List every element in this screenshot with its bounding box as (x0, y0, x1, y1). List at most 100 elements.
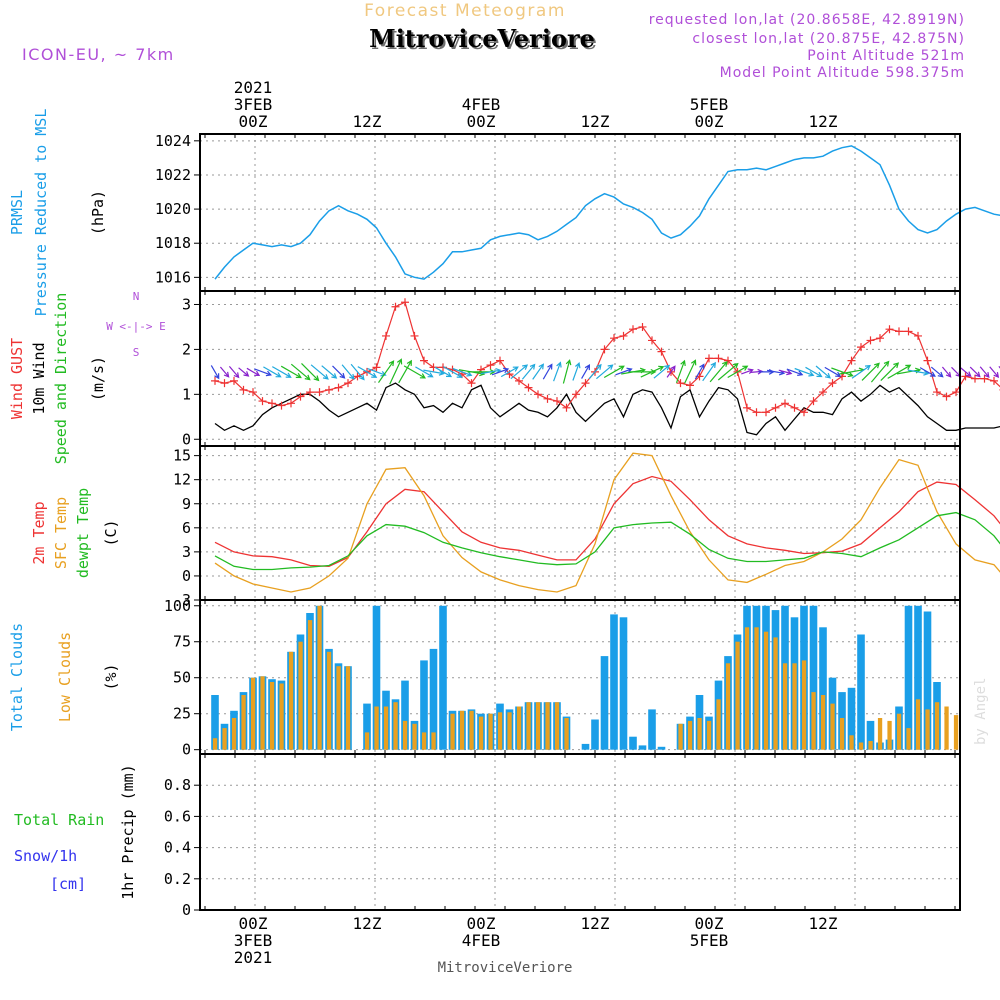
top-time-label: 00Z (695, 112, 724, 131)
wind-direction-arrow (452, 367, 473, 377)
total-cloud-bar (866, 720, 875, 750)
gust-marker (752, 408, 761, 417)
gust-marker (467, 379, 476, 388)
total-cloud-bar (363, 703, 371, 750)
top-time-label: 12Z (581, 112, 610, 131)
gust-marker (942, 392, 951, 401)
low-cloud-bar (231, 718, 237, 750)
low-cloud-bar (545, 702, 550, 750)
wind-direction-arrow (727, 365, 749, 379)
wind-direction-arrow (246, 367, 261, 377)
gust-marker (714, 354, 723, 363)
total-cloud-bar (439, 605, 447, 750)
wind-direction-arrow (786, 368, 804, 376)
gust-marker (629, 325, 637, 334)
total-cloud-bar (401, 680, 409, 750)
wind-direction-arrow (824, 366, 842, 377)
bottom-time-label: 3FEB (234, 931, 273, 950)
y-tick-label: 0 (182, 430, 191, 448)
gust-marker (344, 379, 352, 388)
low-cloud-bar (241, 695, 246, 750)
gust-marker (610, 334, 618, 343)
wind-direction-arrow (290, 363, 311, 381)
wind-direction-arrow (367, 368, 387, 377)
gust-marker (885, 325, 894, 334)
low-cloud-bar (298, 641, 303, 750)
top-time-label: 3FEB (234, 95, 273, 114)
wind-direction-arrow (423, 369, 445, 376)
model-name: ICON-EU, ~ 7km (22, 45, 175, 64)
y-tick-label: 0 (182, 741, 191, 759)
low-cloud-bar (535, 702, 541, 750)
page-title: MitroviceVeriore (369, 24, 595, 53)
low-cloud-bar (953, 715, 959, 750)
total-cloud-bar (847, 687, 856, 750)
top-time-label: 00Z (239, 112, 268, 131)
low-cloud-bar (326, 651, 332, 750)
wind-direction-arrow (415, 366, 434, 378)
gust-marker (239, 385, 248, 394)
point-altitude: Point Altitude 521m (807, 48, 965, 64)
rain-label: Total Rain (14, 811, 104, 829)
low-cloud-bar (488, 713, 493, 750)
wind-direction-arrow (741, 368, 754, 375)
total-cloud-bar (591, 719, 599, 750)
gust-marker (553, 397, 561, 406)
total-cloud-bar (581, 743, 590, 750)
low-cloud-bar (782, 663, 788, 750)
gust-marker (334, 383, 343, 392)
gust-marker (790, 403, 799, 412)
low-cloud-bar (725, 663, 731, 750)
gust-marker (315, 388, 324, 397)
total-cloud-bar (904, 605, 913, 750)
total-cloud-bar (600, 656, 609, 750)
pressure-unit-label: (hPa) (89, 190, 107, 235)
temp-2m-label: 2m Temp (30, 501, 48, 564)
gust-marker (353, 372, 362, 381)
low-cloud-bar (925, 709, 930, 750)
wind-direction-arrow (301, 362, 320, 382)
gust-marker (686, 381, 694, 390)
low-cloud-bar (877, 718, 883, 750)
y-tick-label: 1024 (155, 132, 191, 150)
bottom-time-label: 2021 (234, 948, 273, 967)
bottom-time-label: 5FEB (690, 931, 729, 950)
gust-marker (771, 403, 780, 412)
wind-unit-label: (m/s) (89, 356, 107, 401)
y-tick-label: 3 (182, 295, 191, 313)
panel-1: 1016 1018 1020 1022 1024 (155, 132, 1000, 291)
panel-border-5 (199, 753, 961, 911)
gust-marker (743, 403, 751, 412)
precip-axis-label: 1hr Precip (mm) (119, 764, 137, 899)
gust-marker (866, 336, 875, 345)
temp-sfc-line (214, 452, 1000, 593)
bottom-time-label: 12Z (809, 914, 838, 933)
low-cloud-bar (364, 732, 370, 750)
total-cloud-bar (819, 627, 827, 750)
wind-direction-arrow (709, 360, 728, 383)
wind-direction-arrow (870, 360, 890, 383)
compass-west-east: W <-|-> E (106, 320, 166, 333)
total-cloud-bar (372, 605, 381, 750)
top-time-label: 12Z (809, 112, 838, 131)
wind-direction-arrow (675, 359, 686, 384)
low-cloud-bar (554, 702, 560, 750)
gust-marker (581, 379, 590, 388)
y-tick-label: 1018 (155, 234, 191, 252)
low-cloud-bar (735, 641, 740, 750)
page-title: MitroviceVeriore (371, 26, 597, 55)
low-cloud-bar (459, 710, 465, 750)
wind-direction-arrow (959, 367, 972, 378)
gust-marker (524, 383, 533, 392)
total-cloud-bar (420, 660, 428, 750)
gust-marker (249, 388, 257, 397)
bottom-time-label: 12Z (581, 914, 610, 933)
total-cloud-bar (857, 634, 865, 750)
wind-direction-arrow (398, 359, 412, 384)
gust-marker (876, 334, 884, 343)
y-tick-label: 1 (182, 385, 191, 403)
gust-marker (391, 302, 400, 311)
low-cloud-bar (336, 666, 341, 750)
wind-direction-arrow (588, 363, 602, 380)
gust-marker (828, 379, 837, 388)
